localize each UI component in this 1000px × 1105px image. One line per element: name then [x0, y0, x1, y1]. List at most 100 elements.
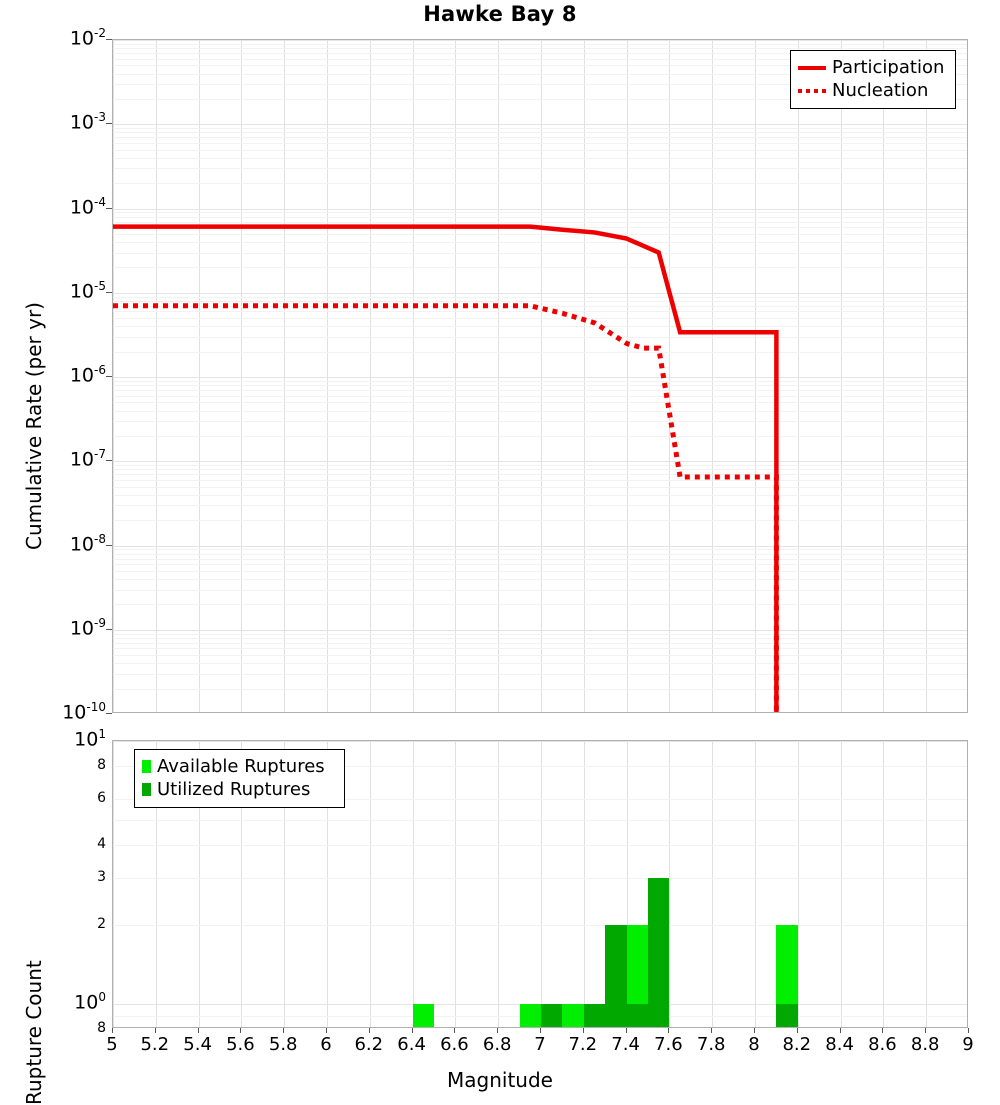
- bottom-y-tick-10: 101: [74, 727, 106, 751]
- top-y-tickmark: [106, 39, 112, 40]
- available-ruptures-swatch: [142, 760, 151, 773]
- top-panel: Cumulative Rate (per yr) 10-2 10-3 10-4 10-…: [22, 26, 968, 722]
- x-tick-7: 7: [534, 1034, 546, 1055]
- gridline-horizontal: [113, 689, 967, 690]
- gridline-horizontal: [113, 297, 967, 298]
- gridline-vertical: [541, 40, 542, 712]
- legend-item-utilized-ruptures[interactable]: Utilized Ruptures: [142, 778, 336, 801]
- x-tickmark: [540, 1028, 541, 1033]
- gridline-horizontal: [113, 217, 967, 218]
- x-tick-9: 9: [962, 1034, 974, 1055]
- x-tickmark: [112, 1028, 113, 1033]
- bar-available-ruptures: [412, 1003, 434, 1027]
- legend-item-available-ruptures[interactable]: Available Ruptures: [142, 755, 336, 778]
- x-tick-8: 8: [748, 1034, 760, 1055]
- x-tickmark: [711, 1028, 713, 1033]
- top-y-tickmark: [106, 628, 112, 630]
- curve-participation: [113, 224, 779, 712]
- gridline-horizontal: [113, 74, 967, 75]
- gridline-horizontal: [113, 212, 967, 213]
- bottom-y-tick-4: 4: [97, 836, 106, 853]
- gridline-horizontal: [113, 337, 967, 338]
- gridline-vertical: [199, 741, 200, 1027]
- x-tick-5.8: 5.8: [268, 1034, 298, 1055]
- x-tickmark: [754, 1028, 755, 1033]
- gridline-vertical: [883, 40, 884, 712]
- x-tick-6.4: 6.4: [397, 1034, 426, 1055]
- gridline-horizontal: [113, 306, 967, 307]
- gridline-vertical: [413, 741, 414, 1027]
- gridline-horizontal: [113, 311, 967, 312]
- gridline-horizontal: [113, 480, 967, 481]
- bottom-y-tick-3: 3: [97, 869, 106, 886]
- gridline-vertical: [798, 40, 799, 712]
- gridline-horizontal: [113, 648, 967, 649]
- x-tick-8.2: 8.2: [782, 1034, 812, 1055]
- gridline-vertical: [669, 741, 670, 1027]
- gridline-vertical: [841, 40, 842, 712]
- page-title: Hawke Bay 8: [423, 2, 577, 26]
- gridline-vertical: [284, 741, 285, 1027]
- gridline-horizontal: [113, 820, 967, 821]
- bar-utilized-ruptures: [626, 1003, 648, 1027]
- gridline-vertical: [584, 741, 585, 1027]
- legend-label-nucleation: Nucleation: [832, 79, 929, 101]
- gridline-horizontal: [113, 318, 967, 319]
- bar-utilized-ruptures: [583, 1003, 606, 1027]
- gridline-horizontal: [113, 132, 967, 133]
- gridline-horizontal: [113, 411, 967, 412]
- top-y-tickmark: [106, 291, 112, 293]
- gridline-horizontal: [113, 402, 967, 403]
- x-tick-7.2: 7.2: [568, 1034, 598, 1055]
- gridline-vertical: [755, 741, 756, 1027]
- x-tick-5.4: 5.4: [183, 1034, 212, 1055]
- gridline-horizontal: [113, 674, 967, 675]
- x-tick-5: 5: [106, 1034, 118, 1055]
- gridline-horizontal: [113, 65, 967, 66]
- gridline-horizontal: [113, 168, 967, 169]
- gridline-horizontal: [113, 630, 967, 631]
- gridline-vertical: [926, 40, 927, 712]
- gridline-horizontal: [113, 638, 967, 639]
- gridline-vertical: [113, 40, 114, 712]
- gridline-vertical: [712, 741, 713, 1027]
- gridline-vertical: [755, 40, 756, 712]
- gridline-horizontal: [113, 579, 967, 580]
- gridline-horizontal: [113, 326, 967, 327]
- gridline-vertical: [156, 40, 157, 712]
- gridline-horizontal: [113, 546, 967, 547]
- bar-available-ruptures: [776, 924, 798, 1027]
- top-y-tickmark: [106, 123, 112, 125]
- gridline-horizontal: [113, 390, 967, 391]
- bottom-panel-plot-area: [112, 740, 968, 1028]
- legend-item-nucleation[interactable]: Nucleation: [798, 79, 947, 102]
- gridline-horizontal: [113, 845, 967, 846]
- gridline-horizontal: [113, 137, 967, 138]
- bottom-y-tick-1: 100: [74, 989, 106, 1014]
- gridline-horizontal: [113, 590, 967, 591]
- gridline-vertical: [113, 741, 114, 1027]
- gridline-horizontal: [113, 604, 967, 605]
- x-tickmark: [925, 1028, 927, 1033]
- gridline-horizontal: [113, 53, 967, 54]
- top-y-tick--2: 10-2: [69, 26, 106, 50]
- gridline-horizontal: [113, 474, 967, 475]
- legend-item-participation[interactable]: Participation: [798, 56, 947, 79]
- x-tickmark: [368, 1028, 370, 1033]
- x-tickmark: [497, 1028, 499, 1033]
- gridline-horizontal: [113, 559, 967, 560]
- gridline-horizontal: [113, 436, 967, 437]
- top-panel-curves: [113, 224, 779, 712]
- gridline-horizontal: [113, 253, 967, 254]
- gridline-horizontal: [113, 40, 967, 41]
- x-tickmark: [411, 1028, 413, 1033]
- bottom-y-tick-8: 8: [97, 757, 106, 774]
- bar-available-ruptures: [519, 1003, 541, 1027]
- top-y-tick--6: 10-6: [69, 363, 106, 387]
- gridline-horizontal: [113, 643, 967, 644]
- gridline-vertical: [498, 741, 499, 1027]
- gridline-horizontal: [113, 234, 967, 235]
- gridline-horizontal: [113, 301, 967, 302]
- x-tickmark: [326, 1028, 327, 1033]
- x-tickmark: [283, 1028, 285, 1033]
